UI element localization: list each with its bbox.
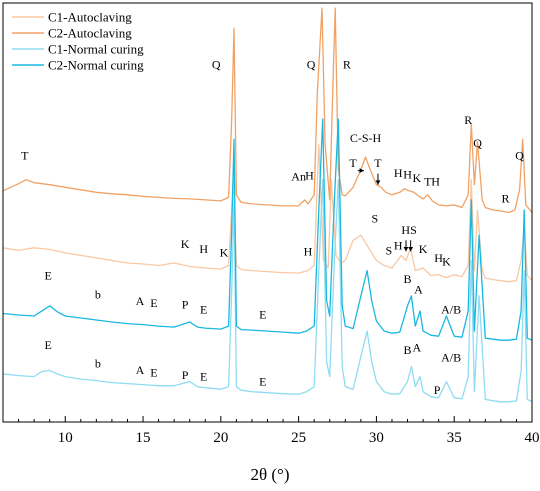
peak-label: T xyxy=(349,156,357,170)
peak-label: T xyxy=(21,148,29,162)
series-layer xyxy=(3,7,532,403)
peak-label: E xyxy=(200,302,207,316)
peak-label: A xyxy=(136,294,145,308)
peak-label: P xyxy=(434,383,441,397)
x-axis-title: 2θ (°) xyxy=(250,465,289,484)
peak-label: E xyxy=(200,370,207,384)
arrow-head xyxy=(359,168,364,173)
peak-label: A xyxy=(136,363,145,377)
peak-label: H xyxy=(305,169,314,183)
peak-label: T xyxy=(374,156,382,170)
x-tick-label: 30 xyxy=(369,430,384,446)
arrow-head xyxy=(408,246,414,252)
x-tick-label: 15 xyxy=(136,430,151,446)
peak-label: S xyxy=(386,243,393,257)
peak-label: Q xyxy=(515,148,524,162)
peak-label: H xyxy=(403,168,412,182)
arrow-layer xyxy=(357,168,414,252)
series-line-c1-normal-curing xyxy=(3,179,532,403)
peak-label: R xyxy=(343,58,351,72)
peak-label: R xyxy=(502,191,510,205)
peak-label: An xyxy=(291,170,306,184)
peak-label: E xyxy=(150,296,157,310)
x-tick-label: 20 xyxy=(213,430,228,446)
peak-label: P xyxy=(182,368,189,382)
x-tick-label: 25 xyxy=(291,430,306,446)
peak-label: H xyxy=(199,242,208,256)
peak-label: Q xyxy=(307,58,316,72)
peak-label: E xyxy=(44,338,51,352)
x-tick-label: 35 xyxy=(447,430,462,446)
peak-label: R xyxy=(464,113,472,127)
x-tick-layer: 10 15 20 25 30 35 40 xyxy=(2,416,540,446)
peak-label: E xyxy=(259,308,266,322)
peak-label: E xyxy=(259,375,266,389)
peak-label: C-S-H xyxy=(350,131,382,145)
legend-label-c2-autoclaving: C2-Autoclaving xyxy=(48,26,132,41)
series-line-c2-normal-curing xyxy=(3,118,532,341)
peak-label: K xyxy=(220,245,229,259)
peak-label: b xyxy=(95,287,101,301)
peak-label: K xyxy=(181,237,190,251)
peak-label: H xyxy=(304,244,313,258)
legend-label-c1-normal-curing: C1-Normal curing xyxy=(48,42,144,57)
peak-label: T xyxy=(424,175,432,189)
peak-label: E xyxy=(150,366,157,380)
peak-label: H xyxy=(434,251,443,265)
peak-label: P xyxy=(182,297,189,311)
series-line-c1-autoclaving xyxy=(3,143,532,283)
x-tick-label: 10 xyxy=(58,430,73,446)
peak-label: H xyxy=(431,175,440,189)
peak-label: S xyxy=(372,212,379,226)
peak-label: K xyxy=(442,255,451,269)
peak-label: A/B xyxy=(441,350,461,364)
x-tick-label: 40 xyxy=(525,430,540,446)
peak-label: b xyxy=(95,356,101,370)
peak-label: A xyxy=(414,282,423,296)
peak-label: H xyxy=(394,238,403,252)
arrow-head xyxy=(403,246,409,252)
legend-label-c1-autoclaving: C1-Autoclaving xyxy=(48,10,132,25)
peak-label: K xyxy=(419,242,428,256)
arrow-head xyxy=(375,180,381,185)
peak-label: B xyxy=(404,343,412,357)
peak-label: A/B xyxy=(441,302,461,316)
peak-label: Q xyxy=(473,136,482,150)
peak-label: H xyxy=(394,166,403,180)
legend-label-c2-normal-curing: C2-Normal curing xyxy=(48,58,144,73)
series-line-c2-autoclaving xyxy=(3,7,532,214)
peak-label: K xyxy=(413,171,422,185)
peak-label: A xyxy=(413,340,422,354)
peak-label: B xyxy=(404,272,412,286)
peak-label: Q xyxy=(212,58,221,72)
peak-label: HS xyxy=(401,223,416,237)
peak-label: E xyxy=(44,269,51,283)
